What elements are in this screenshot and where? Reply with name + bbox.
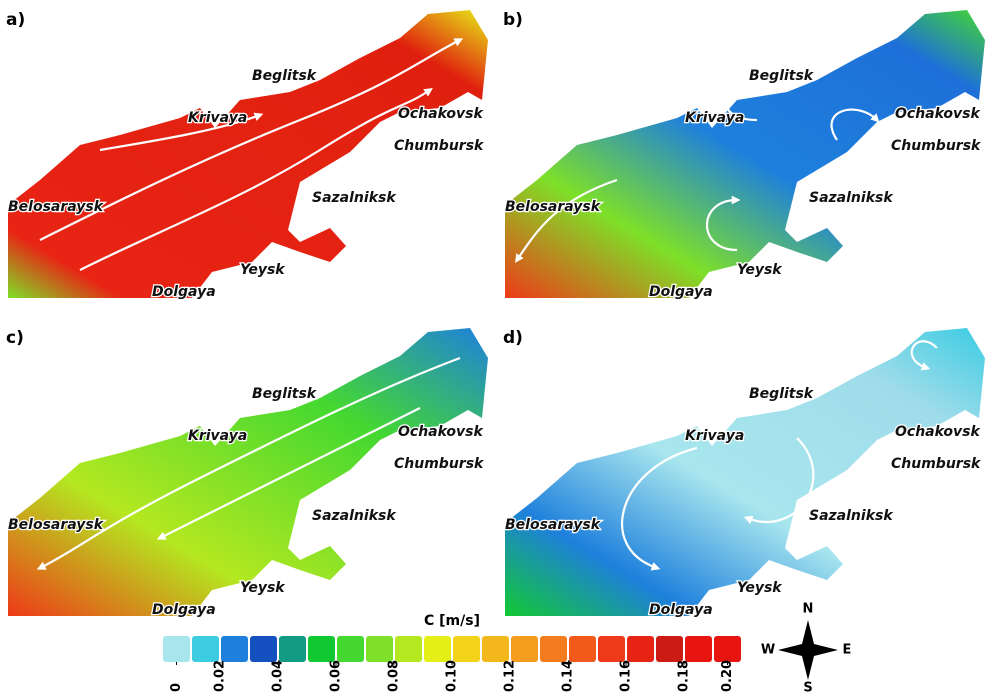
- colorbar-title: C [m/s]: [424, 613, 480, 629]
- place-name: Beglitsk: [252, 68, 318, 84]
- panel-label: a): [6, 10, 25, 30]
- place-name: Belosaraysk: [8, 199, 105, 215]
- color-swatch: [656, 636, 683, 662]
- compass: N E S W: [761, 602, 852, 695]
- color-swatch: [627, 636, 654, 662]
- place-name: Yeysk: [240, 262, 286, 278]
- place-name: Dolgaya: [649, 284, 713, 300]
- compass-south: S: [803, 681, 812, 695]
- panel-b: Belosaraysk Krivaya Beglitsk Ochakovsk Chumb…: [505, 10, 985, 300]
- panel-label: d): [503, 328, 523, 348]
- panel-a: Belosaraysk Krivaya Beglitsk Ochakovsk Chumb…: [8, 10, 488, 300]
- color-swatch: [453, 636, 480, 662]
- color-swatch: [598, 636, 625, 662]
- color-swatch: [366, 636, 393, 662]
- figure: Belosaraysk Krivaya Beglitsk Ochakovsk Chumb…: [0, 0, 985, 695]
- color-swatch: [540, 636, 567, 662]
- place-name: Belosaraysk: [505, 199, 602, 215]
- sea-map: [505, 328, 985, 616]
- place-name: Ochakovsk: [895, 106, 982, 122]
- color-swatch: [685, 636, 712, 662]
- place-name: Dolgaya: [152, 602, 216, 618]
- place-name: Dolgaya: [649, 602, 713, 618]
- place-name: Beglitsk: [749, 68, 815, 84]
- sea-map: [505, 10, 985, 298]
- place-name: Krivaya: [685, 428, 744, 444]
- color-swatch: [308, 636, 335, 662]
- place-name: Sazalniksk: [312, 508, 397, 524]
- tick-label: 0.16: [619, 660, 634, 692]
- tick-label: 0: [169, 683, 184, 692]
- tick-label: 0.12: [503, 660, 518, 692]
- place-name: Chumbursk: [394, 138, 485, 154]
- tick-label: 0.04: [271, 660, 286, 692]
- panel-c: Belosaraysk Krivaya Beglitsk Ochakovsk Chumb…: [8, 328, 488, 618]
- color-swatch: [424, 636, 451, 662]
- compass-star: [778, 620, 838, 680]
- tick-label: 0.02: [213, 660, 228, 692]
- tick-label: 0.20: [720, 660, 735, 692]
- compass-east: E: [843, 643, 852, 658]
- panel-d: Belosaraysk Krivaya Beglitsk Ochakovsk Chumb…: [505, 328, 985, 618]
- color-swatch: [279, 636, 306, 662]
- color-swatch: [337, 636, 364, 662]
- place-name: Ochakovsk: [895, 424, 982, 440]
- color-swatch: [221, 636, 248, 662]
- place-name: Dolgaya: [152, 284, 216, 300]
- tick-label: 0.10: [445, 660, 460, 692]
- place-name: Krivaya: [188, 110, 247, 126]
- place-name: Beglitsk: [749, 386, 815, 402]
- tick-label: 0.14: [561, 660, 576, 692]
- place-name: Sazalniksk: [809, 190, 894, 206]
- place-name: Chumbursk: [891, 138, 982, 154]
- color-swatch: [569, 636, 596, 662]
- place-name: Krivaya: [188, 428, 247, 444]
- place-name: Chumbursk: [891, 456, 982, 472]
- place-name: Yeysk: [737, 580, 783, 596]
- tick-label: 0.06: [329, 660, 344, 692]
- color-swatch: [192, 636, 219, 662]
- color-swatch: [482, 636, 509, 662]
- panel-label: c): [6, 328, 24, 348]
- place-name: Sazalniksk: [312, 190, 397, 206]
- color-swatch: [714, 636, 741, 662]
- place-name: Krivaya: [685, 110, 744, 126]
- place-name: Ochakovsk: [398, 424, 485, 440]
- place-name: Beglitsk: [252, 386, 318, 402]
- color-swatch: [511, 636, 538, 662]
- sea-map: [8, 10, 488, 298]
- place-name: Belosaraysk: [8, 517, 105, 533]
- place-name: Sazalniksk: [809, 508, 894, 524]
- sea-map: [8, 328, 488, 616]
- tick-label: 0.08: [387, 660, 402, 692]
- place-name: Ochakovsk: [398, 106, 485, 122]
- panel-label: b): [503, 10, 523, 30]
- tick-label: 0.18: [677, 660, 692, 692]
- place-name: Yeysk: [240, 580, 286, 596]
- compass-west: W: [761, 643, 775, 658]
- place-name: Chumbursk: [394, 456, 485, 472]
- color-swatch: [395, 636, 422, 662]
- color-swatch: [250, 636, 277, 662]
- color-swatch: [163, 636, 190, 662]
- place-name: Belosaraysk: [505, 517, 602, 533]
- place-name: Yeysk: [737, 262, 783, 278]
- compass-north: N: [803, 602, 814, 617]
